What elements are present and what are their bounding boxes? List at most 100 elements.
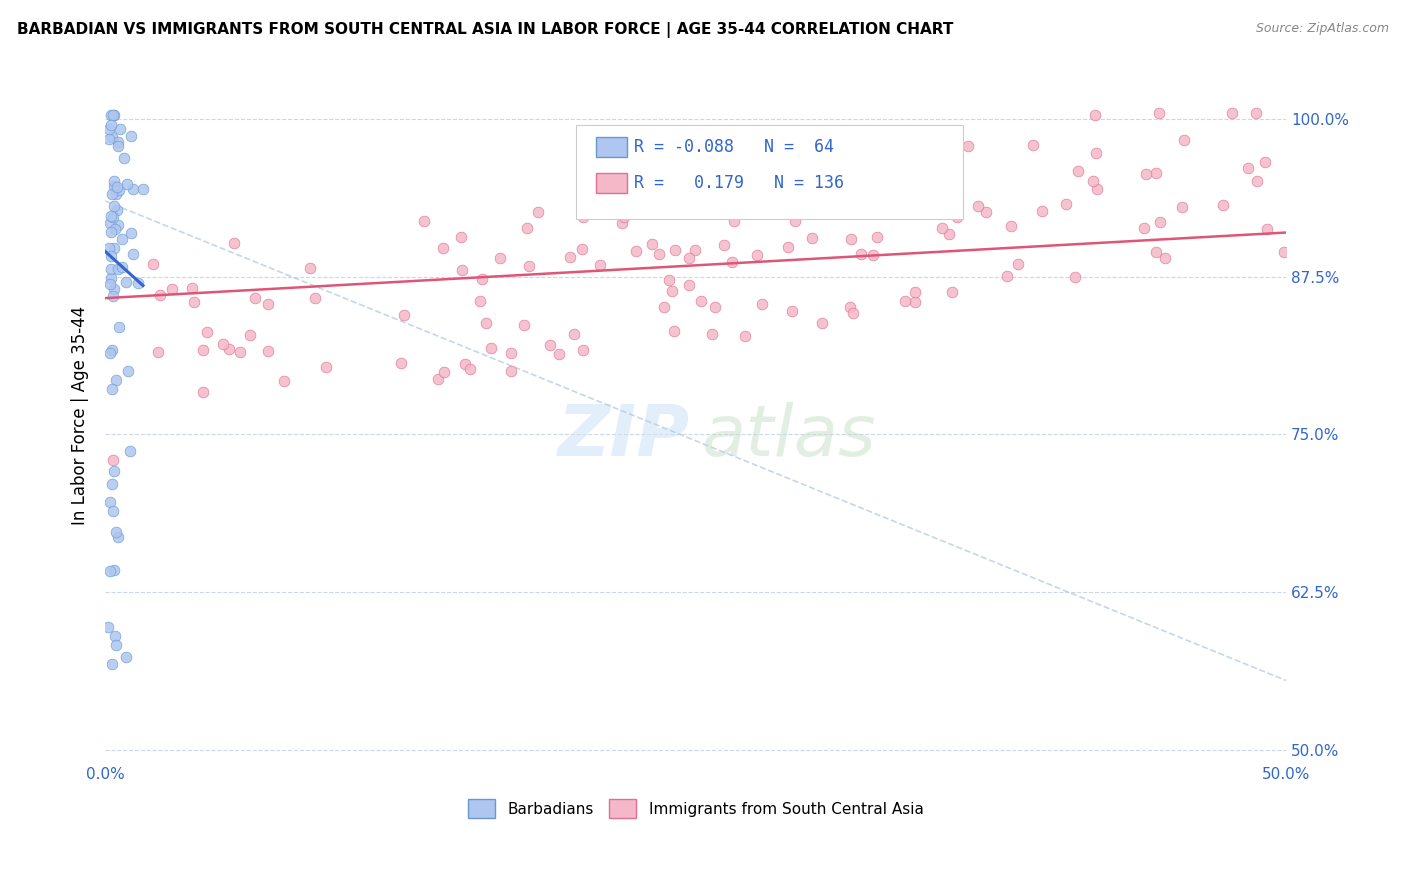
Point [657,174,679,188]
Point [1031,204,1053,219]
Point [103,464,125,478]
Point [103,563,125,577]
Point [100,187,122,202]
Point [193,343,215,358]
Point [648,247,671,261]
Point [1081,174,1104,188]
Point [1135,167,1157,181]
Point [547,346,569,360]
Point [572,343,595,358]
Point [432,242,454,256]
Point [678,251,700,265]
Point [1144,245,1167,260]
Point [517,259,540,273]
Point [100,343,122,358]
Point [1171,200,1194,214]
Point [922,186,945,200]
Point [661,284,683,298]
Point [97,620,120,634]
Point [111,232,134,246]
Point [450,230,472,244]
Point [104,525,127,540]
Point [558,250,581,264]
Point [122,247,145,261]
Point [107,219,129,233]
Point [127,276,149,290]
Point [100,382,122,396]
Point [460,361,482,376]
Point [785,214,807,228]
Point [974,205,997,219]
Point [117,364,139,378]
Point [257,343,280,358]
Point [723,213,745,227]
Point [1254,155,1277,169]
Point [763,202,786,217]
Point [98,346,121,360]
Point [212,336,235,351]
Point [298,261,321,276]
Point [426,372,449,386]
Point [243,291,266,305]
Point [103,241,125,255]
Point [98,277,121,292]
Point [433,365,456,379]
Point [721,255,744,269]
Point [489,251,512,265]
Point [782,304,804,318]
Text: R = -0.088   N =  64: R = -0.088 N = 64 [634,138,834,156]
Point [735,186,758,201]
Point [562,326,585,341]
Point [734,329,756,343]
Point [183,295,205,310]
Point [100,108,122,122]
Text: Source: ZipAtlas.com: Source: ZipAtlas.com [1256,22,1389,36]
Point [946,210,969,224]
Point [98,132,121,146]
Point [1000,219,1022,234]
Point [100,262,122,277]
Point [115,178,138,192]
Text: R =   0.179   N = 136: R = 0.179 N = 136 [634,174,844,192]
Point [162,283,184,297]
Point [181,281,204,295]
Point [450,263,472,277]
Point [391,356,413,370]
Point [938,227,960,242]
Point [624,244,647,258]
Point [745,248,768,262]
Point [1149,214,1171,228]
Text: atlas: atlas [702,401,876,471]
Point [98,495,121,509]
Point [690,294,713,309]
Point [652,300,675,314]
Point [766,178,789,193]
Point [107,135,129,149]
Point [115,276,138,290]
Point [100,209,122,223]
Point [454,357,477,371]
Point [776,240,799,254]
Point [658,273,681,287]
Point [849,247,872,261]
Point [1054,197,1077,211]
Point [101,108,124,122]
Point [1256,221,1278,235]
Point [612,216,634,230]
Point [592,190,614,204]
Point [105,180,128,194]
Point [866,230,889,244]
Point [641,237,664,252]
Point [120,128,142,143]
Point [1144,166,1167,180]
Point [101,130,124,145]
Point [613,210,636,224]
Point [239,328,262,343]
Point [751,297,773,311]
Point [105,202,128,217]
Point [100,226,122,240]
Point [101,211,124,225]
Point [1007,257,1029,271]
Point [1084,146,1107,161]
Point [1154,252,1177,266]
